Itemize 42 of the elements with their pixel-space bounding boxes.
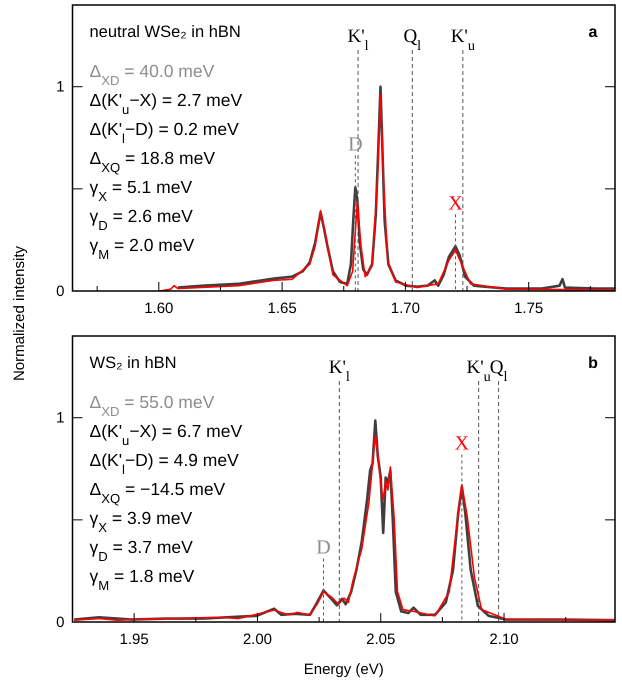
annotation: D	[316, 536, 331, 559]
ref-line-label: K'$_{u}$	[466, 357, 491, 385]
annotation: Δ$_{XQ}$ = 18.8 meV	[90, 148, 216, 174]
x-tick-label: 1.65	[268, 300, 297, 317]
annotation: b	[588, 355, 598, 372]
y-tick-label: 0	[56, 283, 64, 300]
x-tick-label: 2.05	[366, 631, 396, 648]
annotation: γ$_{X}$ = 3.9 meV	[90, 508, 192, 534]
ref-line-label: Q$_{l}$	[490, 357, 508, 385]
annotation: γ$_{M}$ = 1.8 meV	[90, 566, 195, 592]
y-tick-label: 1	[56, 410, 64, 427]
x-tick-label: 2.00	[242, 631, 272, 648]
annotation: Δ(K'$_{u}$−X) = 6.7 meV	[90, 421, 242, 448]
x-tick-label: 2.10	[489, 631, 519, 648]
annotation: Δ$_{XQ}$ = −14.5 meV	[90, 479, 226, 506]
x-tick-label: 1.70	[390, 300, 420, 317]
annotation: a	[588, 24, 598, 41]
annotation: X	[448, 192, 464, 214]
annotation: D	[348, 133, 363, 156]
y-axis-title: Normalized intensity	[11, 245, 28, 382]
x-axis-title: Energy (eV)	[304, 661, 384, 678]
text: neutral WSe₂ in hBN	[90, 23, 241, 41]
y-tick-label: 0	[56, 614, 64, 631]
x-tick-label: 1.60	[144, 300, 174, 317]
annotation: Δ(K'$_{l}$−D) = 4.9 meV	[90, 450, 240, 476]
annotation: γ$_{M}$ = 2.0 meV	[90, 235, 195, 262]
annotation: γ$_{D}$ = 2.6 meV	[90, 206, 194, 232]
ref-line-label: K'$_{u}$	[450, 26, 475, 54]
y-tick-label: 1	[56, 78, 64, 96]
x-tick-label: 1.75	[514, 300, 544, 317]
annotation: γ$_{D}$ = 3.7 meV	[90, 537, 194, 564]
ref-line-label: K'$_{l}$	[347, 26, 369, 54]
annotation: Δ$_{XD}$ = 55.0 meV	[90, 392, 215, 418]
annotation: Δ(K'$_{l}$−D) = 0.2 meV	[90, 119, 240, 146]
annotation: Δ(K'$_{u}$−X) = 2.7 meV	[90, 90, 242, 116]
ref-line-label: Q$_{l}$	[403, 26, 422, 54]
annotation: Δ$_{XD}$ = 40.0 meV	[90, 61, 215, 88]
ref-line-label: K'$_{l}$	[328, 357, 350, 385]
text: WS₂ in hBN	[90, 354, 177, 372]
x-tick-label: 1.95	[120, 631, 149, 648]
annotation: γ$_{X}$ = 5.1 meV	[90, 177, 192, 204]
annotation: X	[454, 432, 470, 455]
